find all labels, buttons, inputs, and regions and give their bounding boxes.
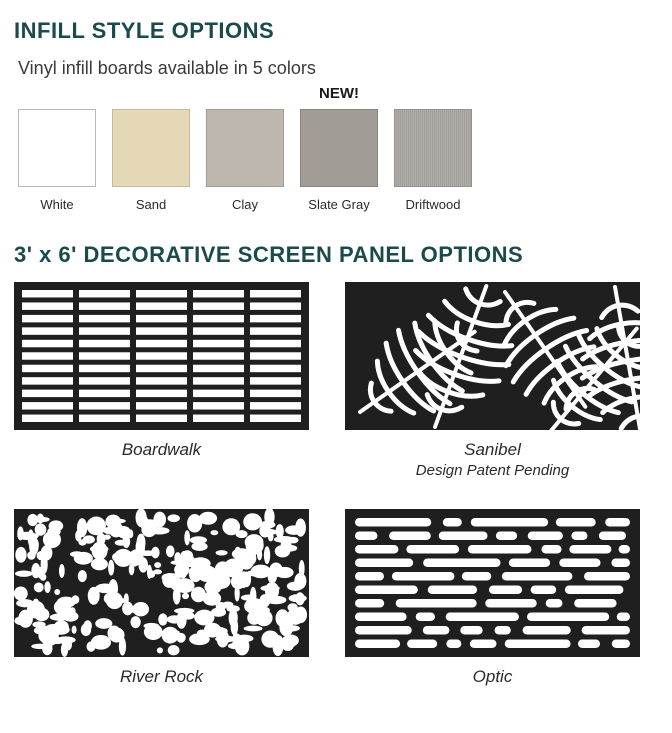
infill-subhead: Vinyl infill boards available in 5 color… xyxy=(18,58,658,79)
swatch-col-white: White xyxy=(18,85,96,212)
panel-sublabel: Design Patent Pending xyxy=(416,462,569,479)
panel-grid: Boardwalk Sanibel Design Patent Pending Riv… xyxy=(14,282,658,687)
infill-heading: INFILL STYLE OPTIONS xyxy=(14,18,658,44)
swatch-label: Clay xyxy=(232,197,258,212)
swatch-col-clay: Clay xyxy=(206,85,284,212)
panel-label: River Rock xyxy=(120,667,203,687)
screen-panel xyxy=(345,509,640,657)
screen-panel xyxy=(14,282,309,430)
swatch xyxy=(206,109,284,187)
swatch-label: Sand xyxy=(136,197,166,212)
screens-heading: 3' x 6' DECORATIVE SCREEN PANEL OPTIONS xyxy=(14,242,658,268)
swatch-col-sand: Sand xyxy=(112,85,190,212)
panel-col-sanibel: Sanibel Design Patent Pending xyxy=(345,282,640,479)
screen-panel xyxy=(14,509,309,657)
swatch xyxy=(394,109,472,187)
panel-col-boardwalk: Boardwalk xyxy=(14,282,309,479)
swatch-label: Slate Gray xyxy=(308,197,369,212)
swatch-row: White Sand Clay NEW! Slate Gray Driftwood xyxy=(18,85,658,212)
swatch-label: Driftwood xyxy=(406,197,461,212)
swatch xyxy=(300,109,378,187)
panel-col-optic: Optic xyxy=(345,509,640,687)
screen-panel xyxy=(345,282,640,430)
swatch-col-slate-gray: NEW! Slate Gray xyxy=(300,85,378,212)
panel-label: Boardwalk xyxy=(122,440,201,460)
swatch-col-driftwood: Driftwood xyxy=(394,85,472,212)
swatch xyxy=(112,109,190,187)
panel-col-river-rock: River Rock xyxy=(14,509,309,687)
panel-label: Optic xyxy=(473,667,513,687)
swatch xyxy=(18,109,96,187)
swatch-label: White xyxy=(40,197,73,212)
panel-label: Sanibel xyxy=(464,440,521,460)
new-badge: NEW! xyxy=(319,85,359,105)
